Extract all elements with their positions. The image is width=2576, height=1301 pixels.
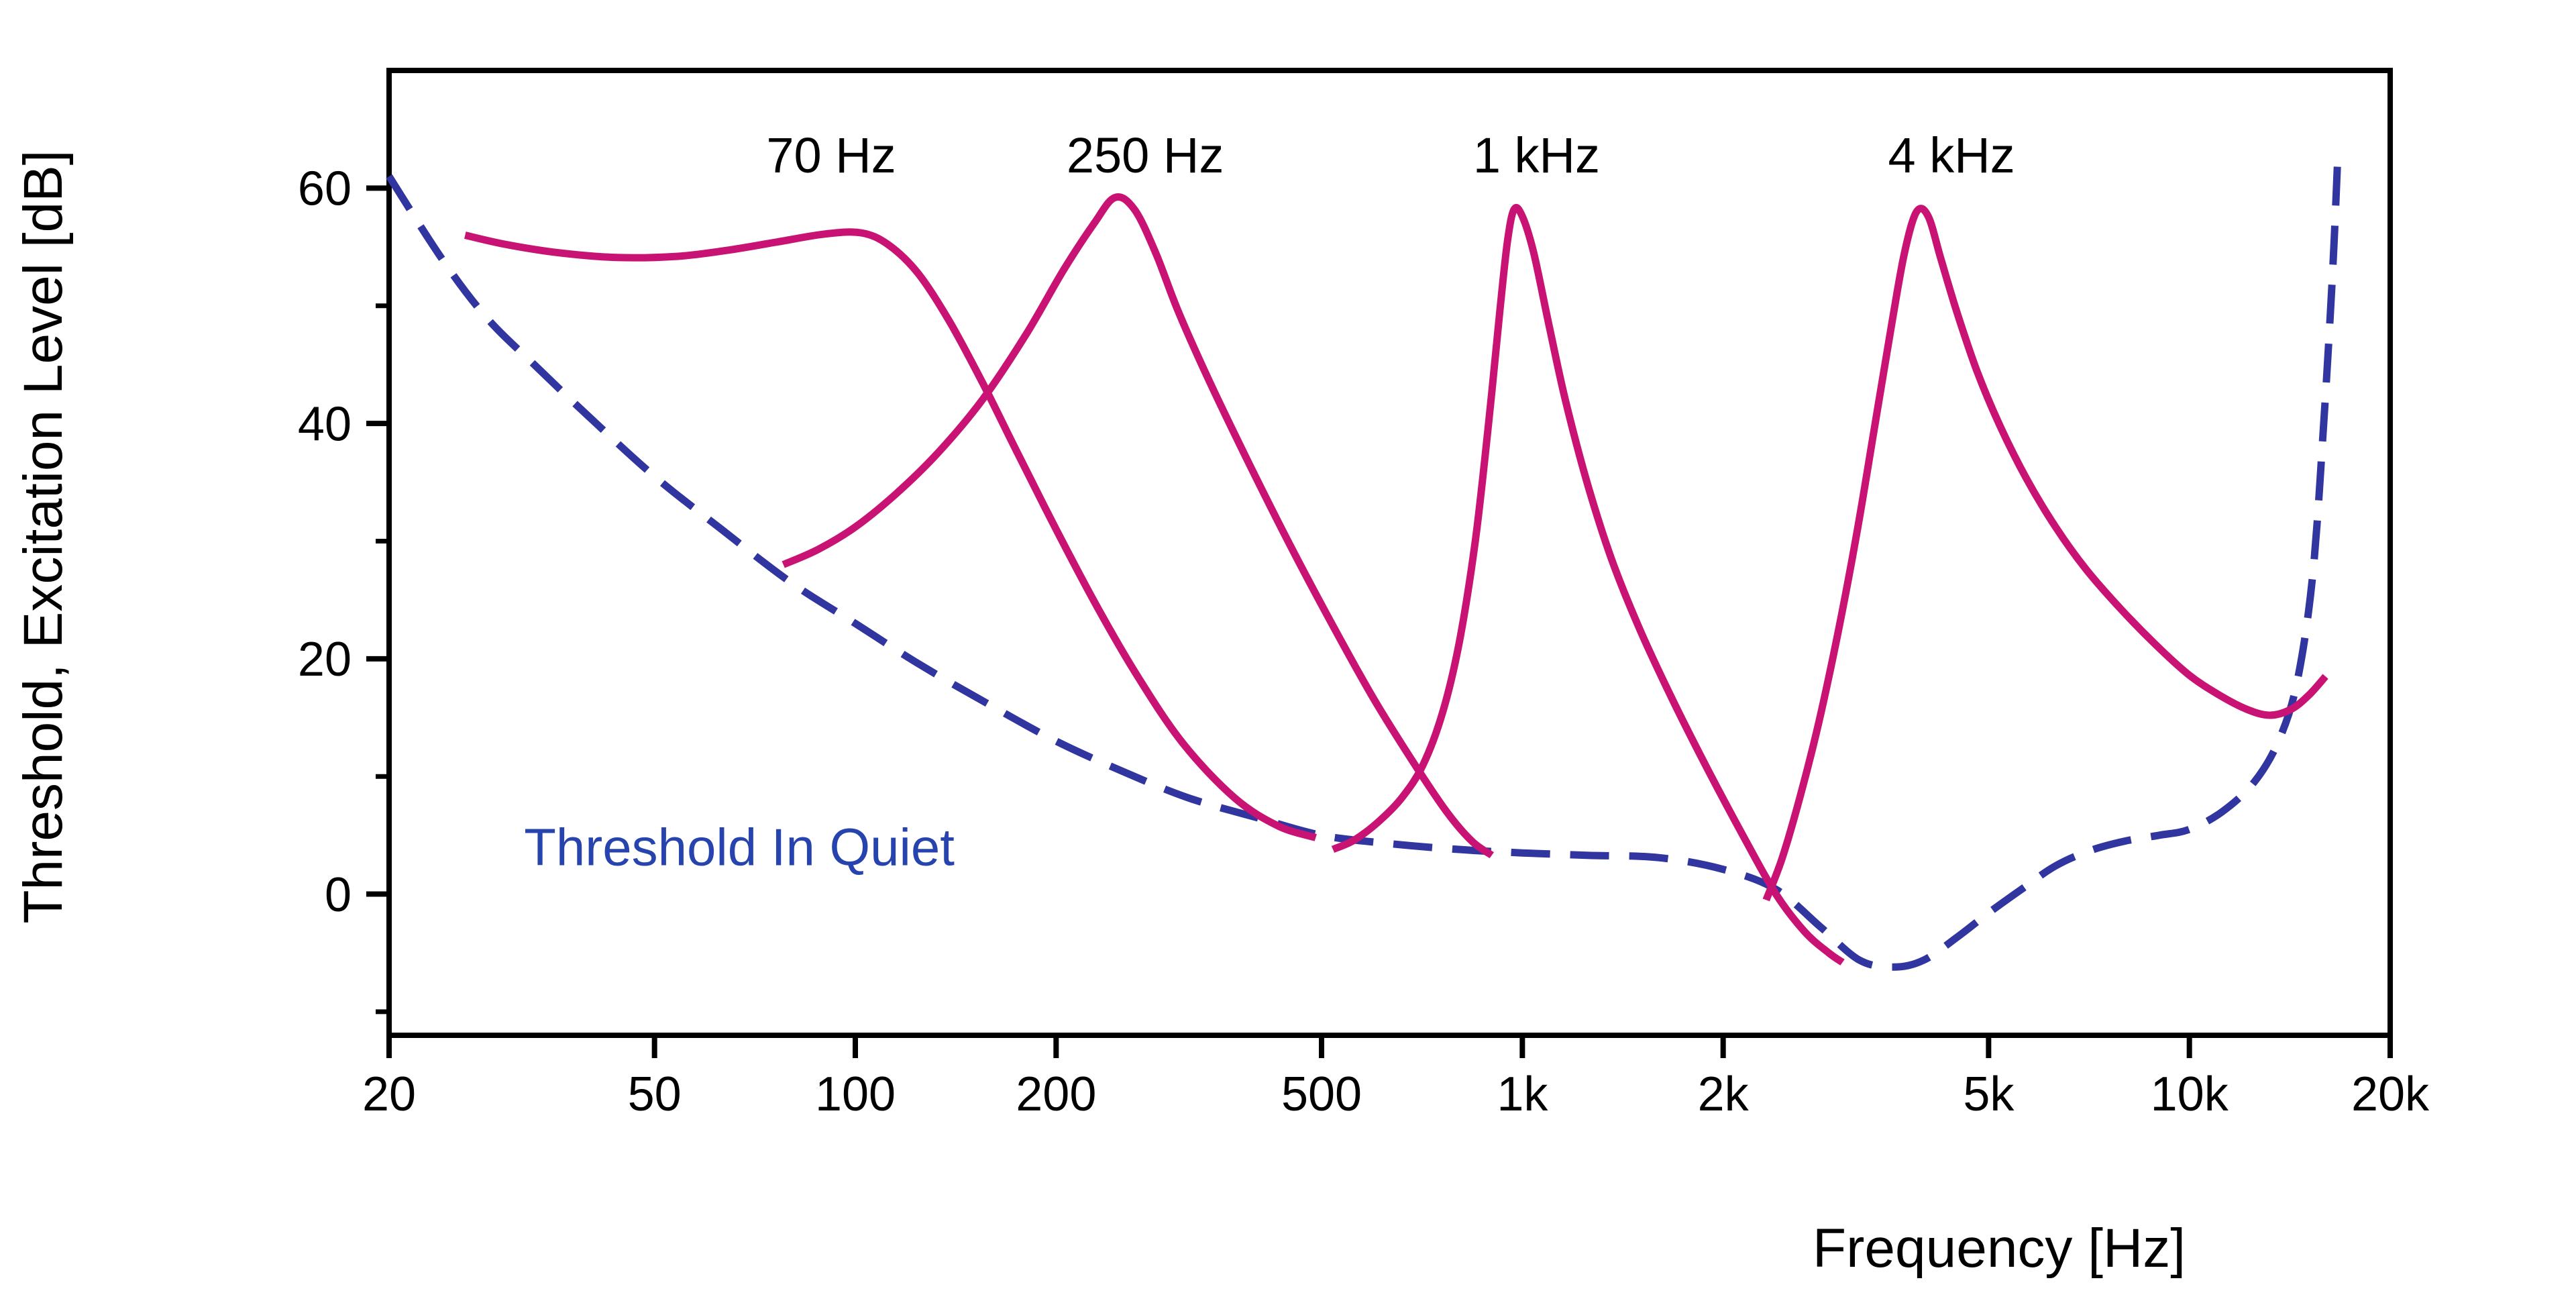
y-tick-label-20: 20 <box>298 633 352 686</box>
series-masker-1khz <box>1331 204 1845 966</box>
x-axis-title: Frequency [Hz] <box>1813 1218 2186 1279</box>
series-lines <box>386 152 2342 971</box>
y-tick-label-40: 40 <box>298 397 352 451</box>
x-tick-label-50: 50 <box>628 1068 682 1121</box>
series-threshold-in-quiet <box>386 152 2342 971</box>
series-masker-250hz <box>782 193 1494 859</box>
x-tick-label-1k: 1k <box>1497 1068 1548 1121</box>
axis-ticks: 20 50 100 200 500 1k 2k 5k 10k 20k 0 20 40 60 <box>298 162 2430 1121</box>
label-70hz: 70 Hz <box>766 127 896 183</box>
x-tick-label-5k: 5k <box>1963 1068 2015 1121</box>
series-masker-70hz <box>464 228 1317 841</box>
x-tick-label-100: 100 <box>815 1068 896 1121</box>
y-tick-label-0: 0 <box>325 868 352 922</box>
x-tick-label-500: 500 <box>1281 1068 1362 1121</box>
label-threshold-in-quiet: Threshold In Quiet <box>524 818 955 877</box>
label-4khz: 4 kHz <box>1888 127 2015 183</box>
plot-border <box>386 68 2393 1038</box>
x-tick-label-2k: 2k <box>1698 1068 1750 1121</box>
label-1khz: 1 kHz <box>1473 127 1600 183</box>
x-tick-label-20k: 20k <box>2351 1068 2430 1121</box>
y-axis-title: Threshold, Excitation Level [dB] <box>13 150 74 923</box>
y-tick-label-60: 60 <box>298 162 352 216</box>
annotations: 70 Hz 250 Hz 1 kHz 4 kHz Threshold In Quiet <box>524 127 2015 877</box>
label-250hz: 250 Hz <box>1067 127 1224 183</box>
x-tick-label-200: 200 <box>1016 1068 1096 1121</box>
x-tick-label-10k: 10k <box>2151 1068 2229 1121</box>
series-masker-4khz <box>1762 205 2328 902</box>
x-tick-label-20: 20 <box>362 1068 416 1121</box>
